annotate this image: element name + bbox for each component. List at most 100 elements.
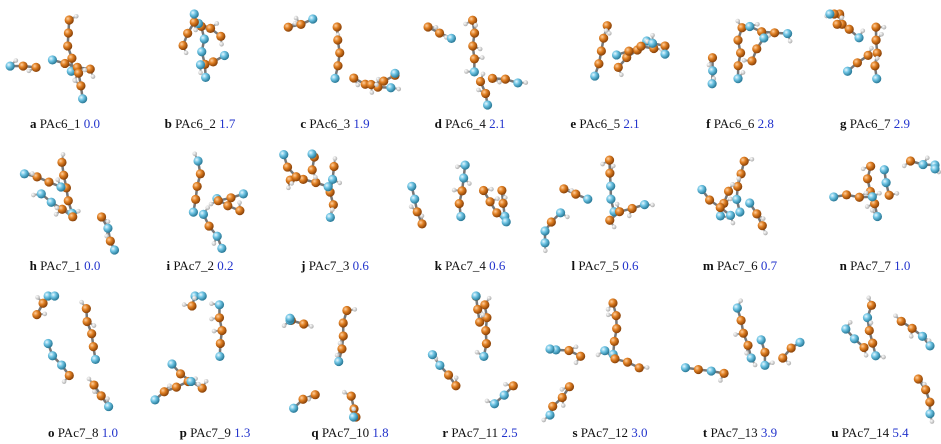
hydrogen-atom xyxy=(205,205,210,210)
panel-caption: r PAc7_11 2.5 xyxy=(442,425,517,440)
nitrogen-atom xyxy=(289,404,298,413)
hydrogen-atom xyxy=(574,345,579,350)
carbon-atom xyxy=(758,221,767,230)
carbon-atom xyxy=(558,393,567,402)
nitrogen-atom xyxy=(795,338,804,347)
nitrogen-atom xyxy=(918,160,927,169)
carbon-atom xyxy=(178,41,187,50)
carbon-atom xyxy=(298,395,307,404)
panel-caption: l PAc7_5 0.6 xyxy=(571,258,639,273)
carbon-atom xyxy=(564,346,573,355)
hydrogen-atom xyxy=(627,214,632,219)
carbon-atom xyxy=(283,162,292,171)
nitrogen-atom xyxy=(447,34,456,43)
carbon-atom xyxy=(605,169,614,178)
carbon-atom xyxy=(226,193,235,202)
hydrogen-atom xyxy=(374,82,379,87)
hydrogen-atom xyxy=(30,171,35,176)
nitrogen-atom xyxy=(479,352,488,361)
carbon-atom xyxy=(842,190,851,199)
carbon-atom xyxy=(470,54,479,63)
atoms xyxy=(284,14,401,94)
nitrogen-atom xyxy=(483,100,492,109)
hydrogen-atom xyxy=(902,164,907,169)
hydrogen-atom xyxy=(396,87,401,92)
nitrogen-atom xyxy=(20,169,29,178)
carbon-atom xyxy=(870,61,879,70)
hydrogen-atom xyxy=(728,197,733,202)
hydrogen-atom xyxy=(79,300,84,305)
carbon-atom xyxy=(196,169,205,178)
structure-name: PAc7_4 xyxy=(445,258,486,273)
hydrogen-atom xyxy=(925,156,930,161)
carbon-atom xyxy=(752,44,761,53)
panel-caption: f PAc6_6 2.8 xyxy=(706,116,774,131)
carbon-atom xyxy=(770,28,779,37)
carbon-atom xyxy=(413,207,422,216)
carbon-atom xyxy=(635,363,644,372)
hydrogen-atom xyxy=(600,162,605,167)
carbon-atom xyxy=(65,15,74,24)
hydrogen-atom xyxy=(106,219,111,224)
hydrogen-atom xyxy=(73,78,78,83)
carbon-atom xyxy=(68,212,77,221)
nitrogen-atom xyxy=(745,22,754,31)
atoms xyxy=(541,298,649,422)
panel-caption: u PAc7_14 5.4 xyxy=(831,425,909,440)
hydrogen-atom xyxy=(864,353,869,358)
carbon-atom xyxy=(64,196,73,205)
relative-energy: 0.6 xyxy=(489,258,506,273)
panel: t PAc7_13 3.9 xyxy=(681,298,805,440)
nitrogen-atom xyxy=(612,50,621,59)
carbon-atom xyxy=(615,207,624,216)
nitrogen-atom xyxy=(103,224,112,233)
relative-energy: 1.8 xyxy=(372,425,388,440)
carbon-atom xyxy=(605,216,614,225)
relative-energy: 1.7 xyxy=(219,116,236,131)
structure-name: PAc7_5 xyxy=(578,258,619,273)
carbon-atom xyxy=(752,209,761,218)
nitrogen-atom xyxy=(829,192,838,201)
carbon-atom xyxy=(733,36,742,45)
nitrogen-atom xyxy=(186,377,195,386)
panel-letter: n xyxy=(840,258,848,273)
panel-caption: h PAc7_1 0.0 xyxy=(30,258,101,273)
carbon-atom xyxy=(190,18,199,27)
carbon-atom xyxy=(868,339,877,348)
relative-energy: 2.8 xyxy=(758,116,774,131)
bonds xyxy=(545,160,653,251)
molecule xyxy=(20,152,119,255)
carbon-atom xyxy=(65,371,74,380)
nitrogen-atom xyxy=(726,211,735,220)
hydrogen-atom xyxy=(455,164,460,169)
carbon-atom xyxy=(457,186,466,195)
nitrogen-atom xyxy=(733,74,742,83)
hydrogen-atom xyxy=(76,209,81,214)
carbon-atom xyxy=(379,77,388,86)
nitrogen-atom xyxy=(57,360,66,369)
nitrogen-atom xyxy=(461,160,470,169)
nitrogen-atom xyxy=(930,164,939,173)
panel-letter: o xyxy=(48,425,55,440)
carbon-atom xyxy=(333,35,342,44)
nitrogen-atom xyxy=(220,51,229,60)
panel: e PAc6_5 2.1 xyxy=(570,21,669,131)
relative-energy: 2.9 xyxy=(894,116,910,131)
carbon-atom xyxy=(737,23,746,32)
hydrogen-atom xyxy=(92,389,97,394)
nitrogen-atom xyxy=(50,291,59,300)
panel-caption: e PAc6_5 2.1 xyxy=(570,116,639,131)
carbon-atom xyxy=(342,306,351,315)
relative-energy: 1.0 xyxy=(894,258,910,273)
hydrogen-atom xyxy=(335,353,340,358)
carbon-atom xyxy=(897,317,906,326)
molecule xyxy=(428,291,518,408)
hydrogen-atom xyxy=(43,312,48,317)
structure-name: PAc7_3 xyxy=(309,258,350,273)
hydrogen-atom xyxy=(286,186,291,191)
carbon-atom xyxy=(335,48,344,57)
molecule xyxy=(707,19,793,89)
carbon-atom xyxy=(223,201,232,210)
carbon-atom xyxy=(339,318,348,327)
panel-caption: o PAc7_8 1.0 xyxy=(48,425,118,440)
